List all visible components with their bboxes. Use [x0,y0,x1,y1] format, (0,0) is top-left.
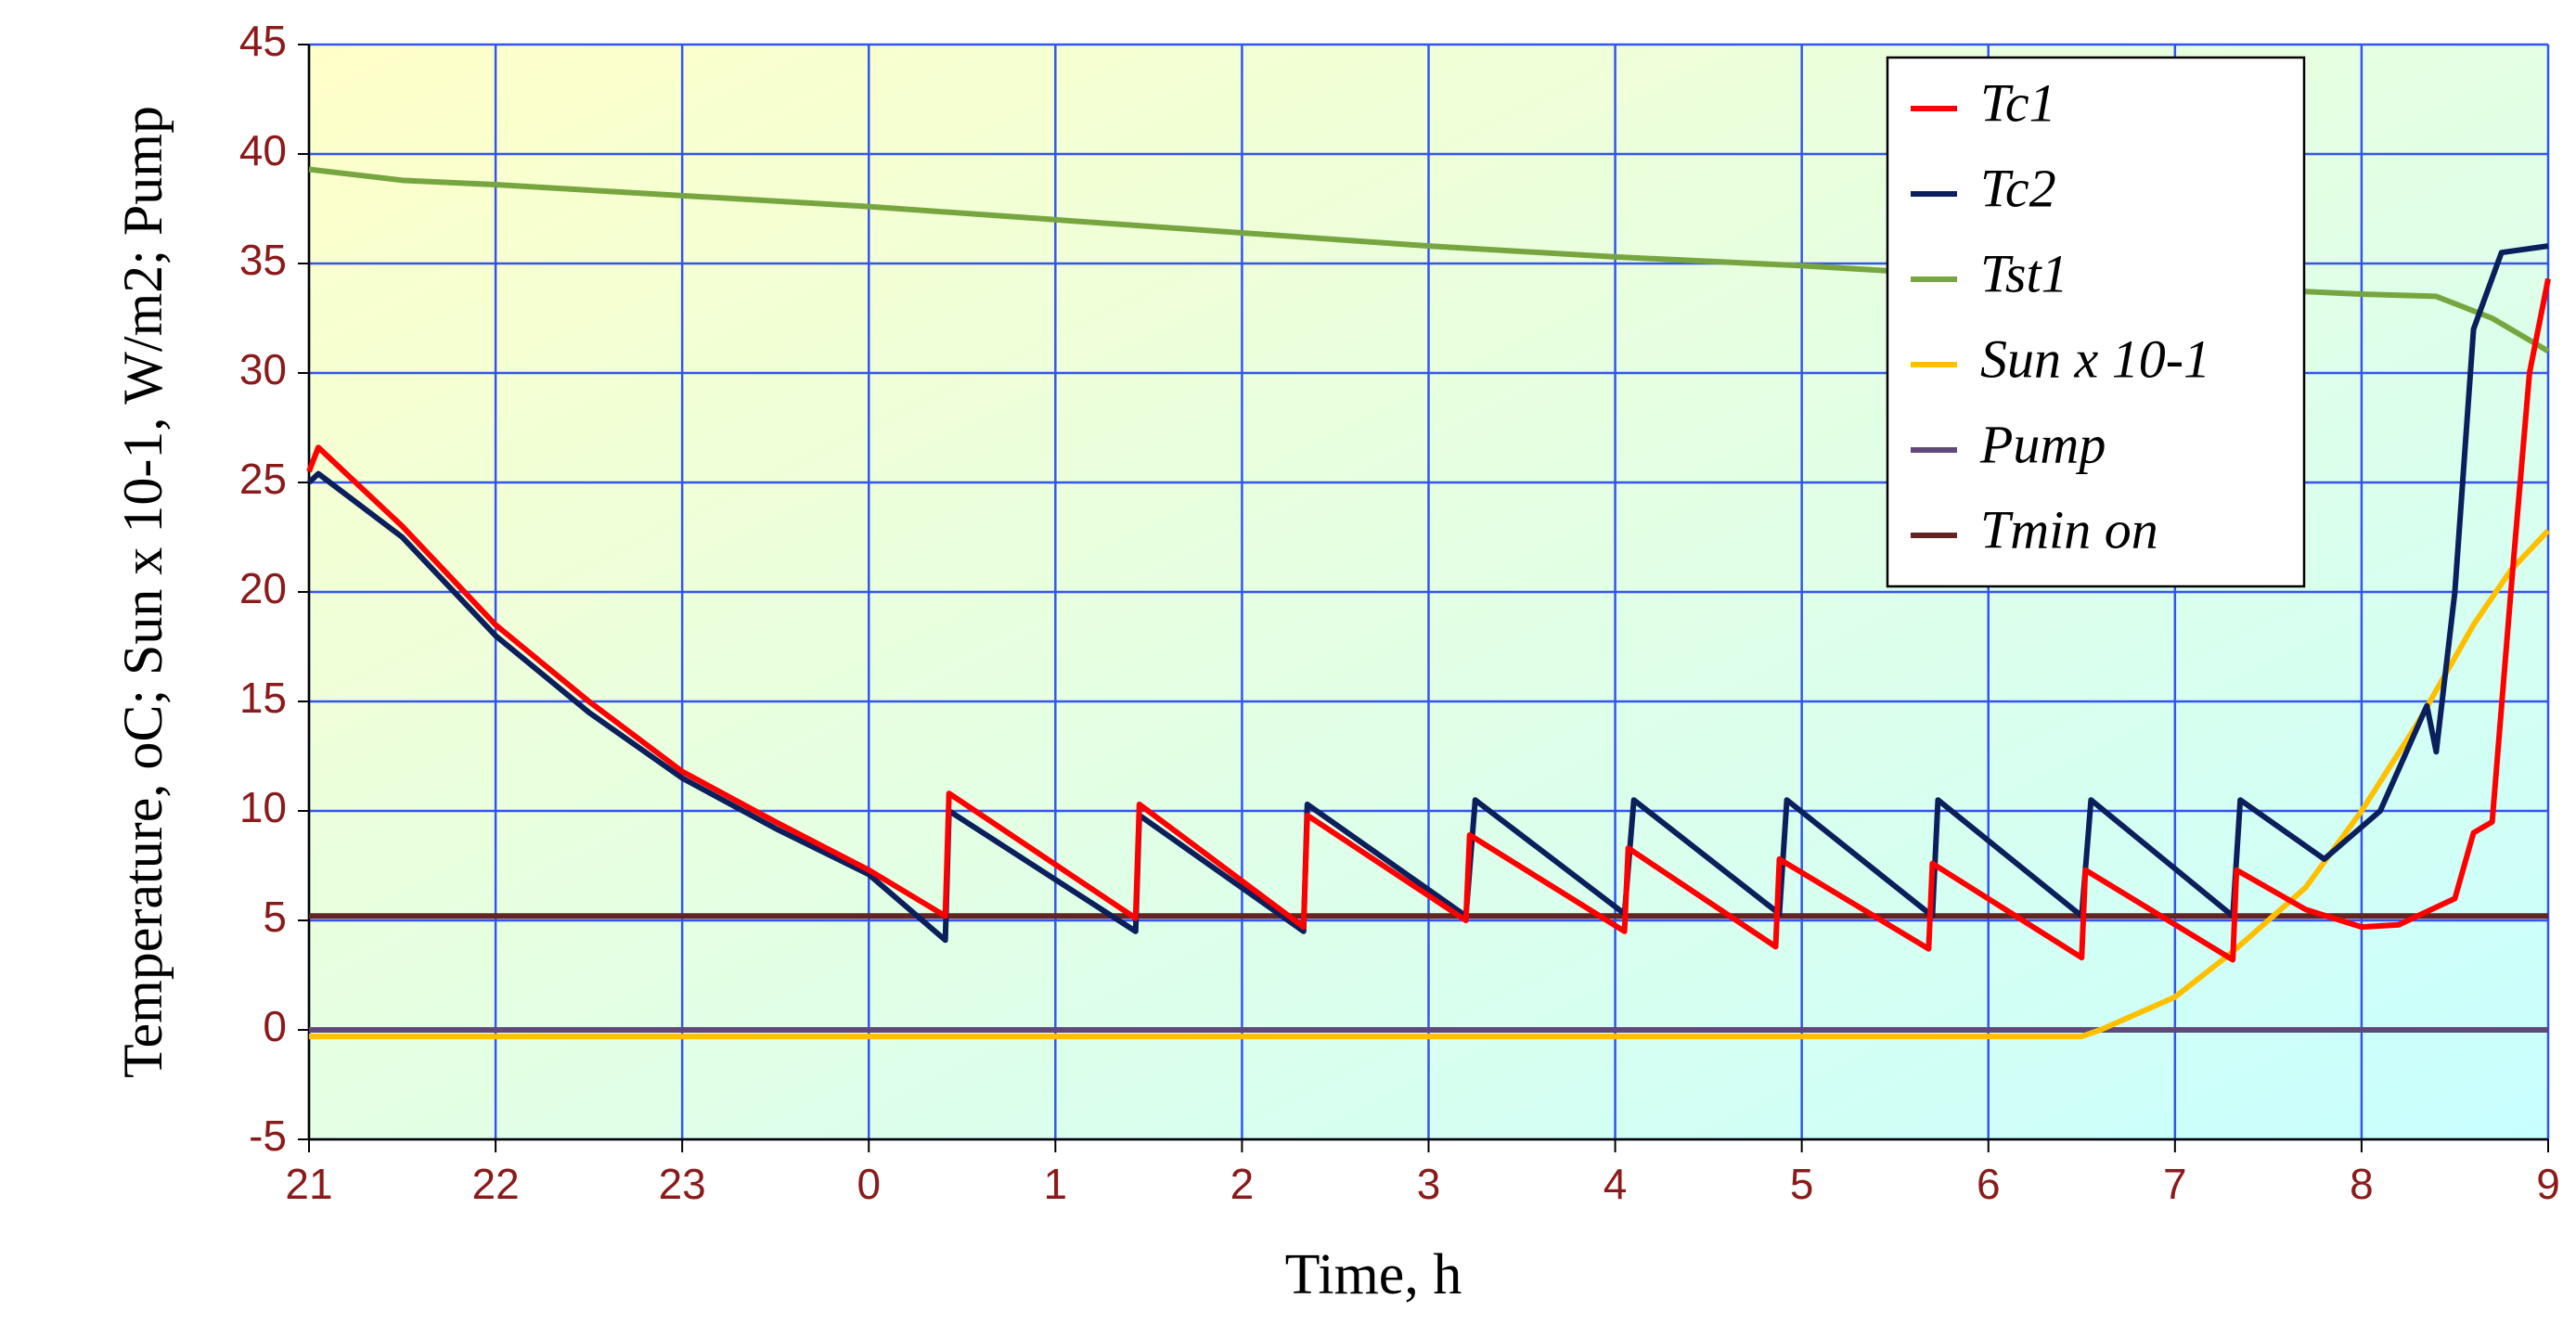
y-tick-label: 35 [239,236,287,284]
x-tick-label: 4 [1604,1160,1628,1208]
x-tick-label: 21 [285,1160,332,1208]
legend-box [1886,56,2306,588]
y-tick-label: 10 [239,783,287,831]
x-tick-label: 23 [659,1160,706,1208]
x-tick-label: 5 [1790,1160,1814,1208]
x-axis-label: Time, h [1285,1243,1462,1306]
x-tick-label: 0 [857,1160,881,1208]
line [309,528,2551,1040]
y-tick-label: 5 [263,893,287,941]
y-tick-label: 0 [263,1002,287,1050]
legend-label: Tc1 [1980,72,2056,133]
y-tick-label: 45 [239,17,287,65]
y-tick-label: 20 [239,564,287,612]
line [308,166,2550,354]
legend-label: Tmin on [1980,499,2158,559]
y-tick-label: -5 [249,1112,287,1160]
x-tick-label: 9 [2536,1160,2560,1208]
y-tick-label: 25 [239,455,287,503]
x-tick-label: 2 [1230,1160,1255,1208]
legend-label: Pump [1979,414,2106,474]
x-tick-label: 6 [1977,1160,2001,1208]
y-tick-label: 30 [239,345,287,393]
x-tick-label: 3 [1417,1160,1441,1208]
x-tick-label: 22 [471,1160,519,1208]
legend-label: Sun x 10-1 [1980,328,2210,389]
y-tick-label: 40 [239,126,287,174]
line [306,277,2551,963]
x-tick-label: 7 [2163,1160,2187,1208]
y-tick-label: 15 [239,674,287,722]
x-tick-label: 8 [2350,1160,2374,1208]
y-axis-label: Temperature, oC; Sun x 10-1, W/m2; Pump [112,106,174,1078]
x-tick-label: 1 [1044,1160,1068,1208]
legend-label: Tc2 [1980,158,2056,218]
legend-label: Tst1 [1980,243,2068,303]
